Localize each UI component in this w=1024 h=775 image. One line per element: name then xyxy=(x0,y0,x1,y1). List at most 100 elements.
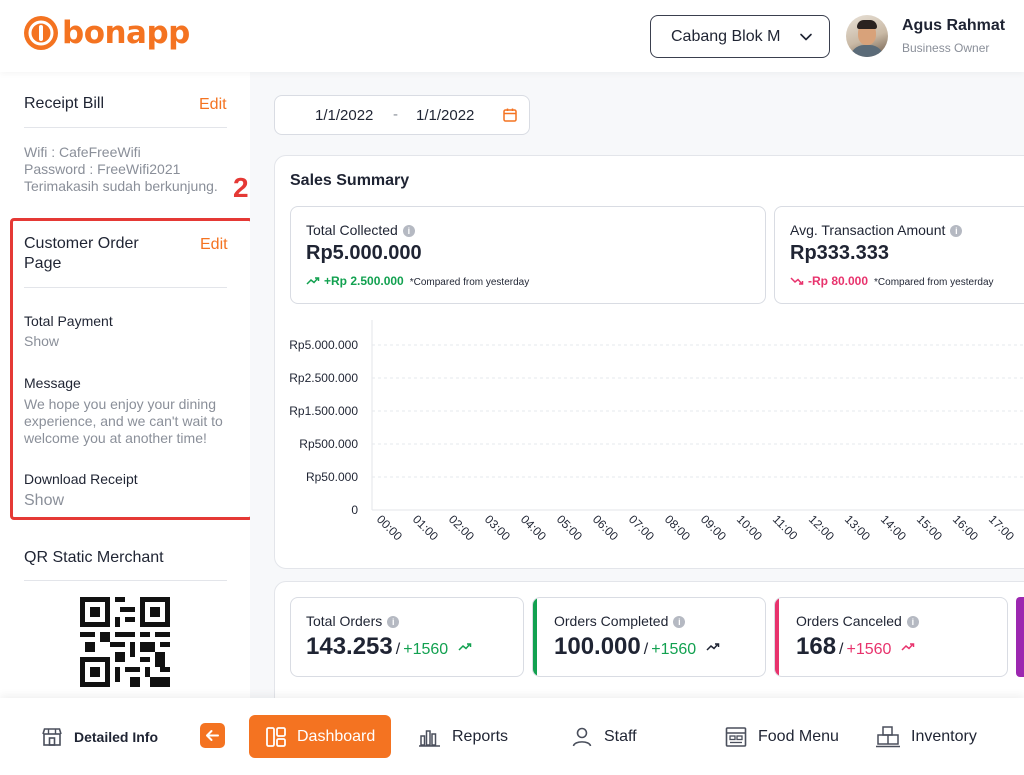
message-label: Message xyxy=(24,375,81,391)
info-icon[interactable]: i xyxy=(906,616,919,628)
nav-reports[interactable]: Reports xyxy=(418,715,508,758)
trend-up-icon xyxy=(901,643,915,651)
message-line: We hope you enjoy your dining xyxy=(24,396,216,412)
avg-transaction-change: -Rp 80.000 xyxy=(808,274,869,288)
inventory-box-icon xyxy=(876,725,900,747)
separator: / xyxy=(839,641,844,658)
store-icon xyxy=(42,727,62,746)
x-tick-label: 11:00 xyxy=(770,512,801,543)
date-end[interactable]: 1/1/2022 xyxy=(416,107,475,124)
hourly-sales-chart: 0 Rp50.000 Rp500.000 Rp1.500.000 Rp2.500.000… xyxy=(289,320,1024,544)
y-tick-label: Rp500.000 xyxy=(299,437,358,451)
divider xyxy=(24,287,227,288)
avg-transaction-card: Avg. Transaction Amount i Rp333.333 -Rp 8… xyxy=(774,206,1024,304)
divider xyxy=(24,127,227,128)
info-icon[interactable]: i xyxy=(673,616,686,628)
total-orders-delta: +1560 xyxy=(403,641,449,658)
x-tick-label: 16:00 xyxy=(950,512,981,543)
orders-completed-value: 100.000 xyxy=(554,633,641,660)
calendar-icon[interactable] xyxy=(502,107,518,123)
separator: / xyxy=(643,641,649,658)
bonapp-logo[interactable]: bonapp xyxy=(24,16,190,50)
x-tick-label: 13:00 xyxy=(842,512,873,543)
trend-up-icon xyxy=(706,643,720,651)
x-tick-label: 02:00 xyxy=(446,512,477,543)
orders-canceled-value: 168 xyxy=(796,633,837,660)
trend-up-icon xyxy=(458,643,472,651)
info-icon[interactable]: i xyxy=(950,225,963,237)
x-tick-label: 07:00 xyxy=(626,512,657,543)
total-payment-label: Total Payment xyxy=(24,313,113,329)
qr-static-title: QR Static Merchant xyxy=(24,549,164,566)
nav-dashboard[interactable]: Dashboard xyxy=(249,715,392,758)
date-start[interactable]: 1/1/2022 xyxy=(315,107,374,124)
x-tick-label: 01:00 xyxy=(410,512,441,543)
orders-completed-card: Orders Completed i 100.000/+1560 xyxy=(532,597,766,677)
info-icon[interactable]: i xyxy=(387,616,400,628)
y-tick-label: Rp2.500.000 xyxy=(289,371,358,385)
orders-completed-label: Orders Completed xyxy=(554,613,669,629)
x-tick-label: 05:00 xyxy=(554,512,585,543)
total-payment-value: Show xyxy=(24,333,60,349)
logo-icon xyxy=(24,16,58,50)
total-collected-label: Total Collected xyxy=(306,222,398,238)
x-tick-label: 03:00 xyxy=(482,512,513,543)
message-line: experience, and we can't wait to xyxy=(24,413,223,429)
x-tick-label: 08:00 xyxy=(662,512,693,543)
nav-detailed-info-label: Detailed Info xyxy=(74,728,159,745)
step-number-annotation: 2 xyxy=(233,172,249,203)
nav-reports-label: Reports xyxy=(452,727,509,745)
qr-code xyxy=(80,597,170,687)
user-icon xyxy=(572,727,592,746)
logo-text: bonapp xyxy=(62,15,190,51)
accent-bar xyxy=(533,598,537,676)
avg-transaction-value: Rp333.333 xyxy=(790,242,889,264)
orders-canceled-card: Orders Canceled i 168/+1560 xyxy=(774,597,1008,677)
y-tick-label: Rp5.000.000 xyxy=(289,338,358,352)
nav-dashboard-label: Dashboard xyxy=(297,727,376,745)
bottom-navigation: Detailed Info Dashboard Reports Staff xyxy=(0,698,1024,775)
date-range-picker[interactable]: 1/1/2022 - 1/1/2022 xyxy=(274,95,530,135)
accent-bar xyxy=(775,598,779,676)
x-tick-label: 17:00 xyxy=(986,512,1017,543)
avatar[interactable] xyxy=(846,15,888,57)
separator: / xyxy=(395,641,401,658)
nav-inventory-label: Inventory xyxy=(911,727,977,745)
total-collected-card: Total Collected i Rp5.000.000 +Rp 2.500.0… xyxy=(290,206,766,304)
date-separator: - xyxy=(393,106,398,123)
y-tick-label: Rp1.500.000 xyxy=(289,404,358,418)
customer-order-title-line1: Customer Order xyxy=(24,235,139,252)
info-icon[interactable]: i xyxy=(402,225,415,237)
settings-panel xyxy=(0,72,250,698)
receipt-bill-edit-button[interactable]: Edit xyxy=(199,96,227,113)
x-tick-label: 15:00 xyxy=(914,512,945,543)
sales-summary-title: Sales Summary xyxy=(290,172,410,189)
x-tick-label: 06:00 xyxy=(590,512,621,543)
collapse-panel-button[interactable] xyxy=(200,723,225,748)
customer-order-edit-button[interactable]: Edit xyxy=(200,236,228,253)
x-tick-label: 00:00 xyxy=(374,512,405,543)
avg-transaction-label: Avg. Transaction Amount xyxy=(790,222,946,238)
nav-staff[interactable]: Staff xyxy=(570,715,637,758)
total-orders-label: Total Orders xyxy=(306,613,383,629)
chevron-down-icon xyxy=(800,33,812,41)
dashboard-icon xyxy=(266,726,286,747)
total-collected-change: +Rp 2.500.000 xyxy=(324,274,404,288)
x-tick-label: 10:00 xyxy=(734,512,765,543)
orders-canceled-delta: +1560 xyxy=(846,641,892,658)
branch-select-value: Cabang Blok M xyxy=(671,27,781,45)
download-receipt-value: Show xyxy=(24,492,65,509)
comparison-note: *Compared from yesterday xyxy=(874,277,994,288)
trend-up-icon xyxy=(306,277,320,285)
branch-select[interactable]: Cabang Blok M xyxy=(650,15,830,58)
trend-down-icon xyxy=(790,277,804,285)
total-orders-card: Total Orders i 143.253/+1560 xyxy=(290,597,524,677)
message-line: welcome you at another time! xyxy=(24,430,207,446)
receipt-line-thanks: Terimakasih sudah berkunjung. xyxy=(24,178,218,194)
nav-inventory[interactable]: Inventory xyxy=(875,715,977,758)
nav-food-menu[interactable]: Food Menu xyxy=(724,715,839,758)
divider xyxy=(24,580,227,581)
total-orders-value: 143.253 xyxy=(306,633,393,660)
receipt-line-wifi: Wifi : CafeFreeWifi xyxy=(24,144,141,160)
nav-detailed-info[interactable]: Detailed Info xyxy=(40,715,158,758)
